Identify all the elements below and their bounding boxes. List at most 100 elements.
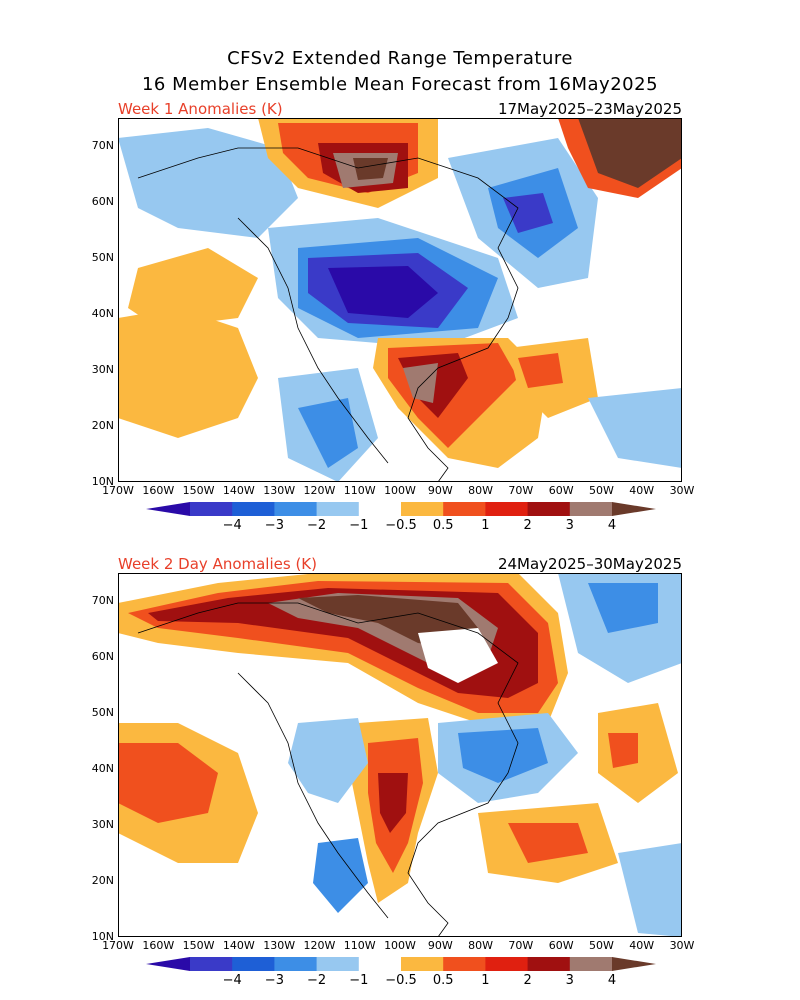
colorbar-segment — [274, 957, 318, 971]
lon-label: 30W — [669, 939, 695, 952]
week1-anomaly-map — [118, 118, 682, 482]
week2-anomaly-map — [118, 573, 682, 937]
lon-label: 80W — [468, 939, 493, 952]
lon-label: 140W — [222, 484, 255, 497]
week1-map-frame — [118, 118, 682, 482]
colorbar-tick-label: 1 — [481, 518, 490, 533]
colorbar-segment — [146, 502, 190, 516]
colorbar-tick-label: 4 — [607, 973, 617, 988]
panel2-date-range: 24May2025–30May2025 — [497, 555, 682, 573]
colorbar-segment — [443, 957, 486, 971]
lon-label: 120W — [303, 484, 336, 497]
colorbar-segment — [569, 957, 613, 971]
lon-label: 90W — [427, 939, 453, 952]
lat-label: 20N — [91, 419, 114, 432]
lon-label: 90W — [427, 484, 453, 497]
lat-label: 60N — [91, 195, 114, 208]
lat-label: 10N — [91, 475, 114, 488]
colorbar-segment — [527, 502, 571, 516]
lon-label: 80W — [468, 484, 493, 497]
lat-label: 10N — [91, 930, 114, 943]
lon-label: 60W — [548, 484, 574, 497]
colorbar-tick-label: 2 — [523, 973, 532, 988]
colorbar-segment — [190, 502, 233, 516]
lon-label: 100W — [384, 939, 416, 952]
lat-label: 30N — [91, 818, 114, 831]
colorbar-tick-label: 4 — [607, 518, 617, 533]
colorbar-segment — [358, 502, 402, 516]
colorbar-tick-label: −2 — [307, 518, 327, 533]
lon-label: 60W — [548, 939, 574, 952]
colorbar-segment — [569, 502, 613, 516]
lat-label: 70N — [91, 594, 114, 607]
chart-title-line1: CFSv2 Extended Range Temperature — [227, 48, 573, 69]
colorbar-tick-label: 3 — [565, 973, 574, 988]
lat-label: 50N — [91, 251, 114, 264]
colorbar-tick-label: −0.5 — [385, 973, 417, 988]
lon-label: 130W — [263, 484, 296, 497]
colorbar-tick-label: −0.5 — [385, 518, 417, 533]
colorbar-segment — [612, 957, 656, 971]
colorbar-tick-label: 0.5 — [432, 518, 454, 533]
colorbar-segment — [485, 502, 529, 516]
lat-label: 70N — [91, 139, 114, 152]
lon-label: 160W — [142, 484, 175, 497]
lon-label: 120W — [303, 939, 336, 952]
lon-label: 110W — [343, 484, 376, 497]
colorbar-segment — [146, 957, 190, 971]
lon-label: 50W — [588, 939, 614, 952]
colorbar-tick-label: 2 — [523, 518, 532, 533]
lon-label: 140W — [222, 939, 255, 952]
colorbar-tick-label: −3 — [264, 973, 284, 988]
panel1-date-range: 17May2025–23May2025 — [497, 100, 682, 118]
colorbar-tick-label: −2 — [307, 973, 327, 988]
colorbar-segment — [316, 957, 360, 971]
lat-label: 30N — [91, 363, 114, 376]
colorbar-tick-label: −1 — [349, 518, 369, 533]
week2-map-frame — [118, 573, 682, 937]
lon-label: 100W — [384, 484, 416, 497]
lon-label: 70W — [508, 484, 534, 497]
colorbar-segment — [401, 957, 444, 971]
colorbar-segment — [190, 957, 233, 971]
colorbar-tick-label: −4 — [222, 973, 242, 988]
panel2-label: Week 2 Day Anomalies (K) — [118, 555, 317, 573]
colorbar-segment — [443, 502, 486, 516]
colorbar-tick-label: −3 — [264, 518, 284, 533]
colorbar-segment — [232, 502, 275, 516]
colorbar-tick-label: 3 — [565, 518, 574, 533]
lat-label: 60N — [91, 650, 114, 663]
colorbar-segment — [358, 957, 402, 971]
lon-label: 70W — [508, 939, 534, 952]
colorbar-segment — [274, 502, 318, 516]
colorbar-segment — [232, 957, 275, 971]
lon-label: 160W — [142, 939, 175, 952]
lon-label: 150W — [182, 939, 215, 952]
colorbar-segment — [527, 957, 571, 971]
lat-label: 40N — [91, 762, 114, 775]
lat-label: 50N — [91, 706, 114, 719]
lon-label: 50W — [588, 484, 614, 497]
lon-label: 130W — [263, 939, 296, 952]
colorbar-segment — [612, 502, 656, 516]
colorbar-tick-label: −4 — [222, 518, 242, 533]
lon-label: 110W — [343, 939, 376, 952]
colorbar-1 — [146, 502, 656, 516]
chart-title-line2: 16 Member Ensemble Mean Forecast from 16… — [141, 74, 659, 95]
lon-label: 40W — [629, 939, 655, 952]
lon-label: 30W — [669, 484, 695, 497]
lat-label: 40N — [91, 307, 114, 320]
colorbar-segment — [401, 502, 444, 516]
lon-label: 170W — [102, 484, 134, 497]
lon-label: 40W — [629, 484, 655, 497]
lat-label: 20N — [91, 874, 114, 887]
colorbar-2 — [146, 957, 656, 971]
panel1-label: Week 1 Anomalies (K) — [118, 100, 283, 118]
colorbar-tick-label: −1 — [349, 973, 369, 988]
colorbar-segment — [485, 957, 529, 971]
lon-label: 150W — [182, 484, 215, 497]
colorbar-tick-label: 0.5 — [432, 973, 454, 988]
colorbar-tick-label: 1 — [481, 973, 490, 988]
colorbar-segment — [316, 502, 360, 516]
lon-label: 170W — [102, 939, 134, 952]
